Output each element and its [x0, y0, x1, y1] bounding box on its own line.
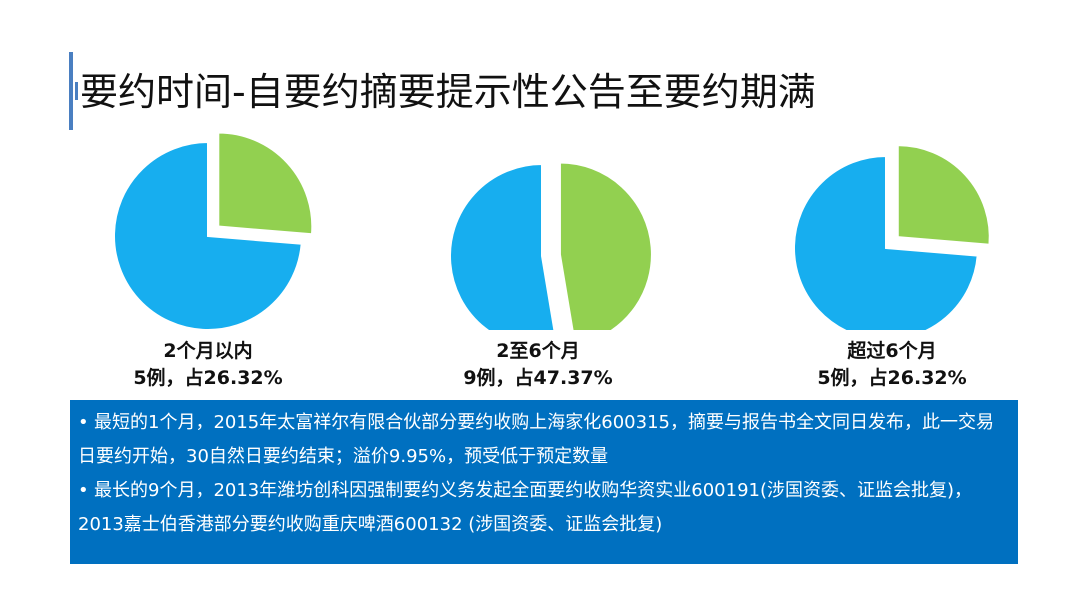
pie-slice-remainder — [449, 162, 556, 330]
pie-chart-2-months — [113, 131, 314, 330]
pie-slice-highlight — [558, 161, 653, 330]
title-accent-tick — [75, 82, 78, 100]
pie-title: 2个月以内 — [163, 340, 253, 362]
note-shortest: • 最短的1个月，2015年太富祥尔有限合伙部分要约收购上海家化600315，摘要… — [78, 406, 1010, 474]
note-text: 最长的9个月，2013年潍坊创科因强制要约义务发起全面要约收购华资实业60019… — [78, 480, 973, 535]
note-text: 最短的1个月，2015年太富祥尔有限合伙部分要约收购上海家化600315，摘要与… — [78, 412, 994, 467]
pie-title: 2至6个月 — [496, 340, 580, 362]
pie-chart-2-to-6-months — [449, 161, 653, 330]
pie-label-2-to-6-months: 2至6个月 9例，占47.37% — [408, 338, 668, 392]
pie-slice-highlight — [896, 144, 991, 246]
notes-box: • 最短的1个月，2015年太富祥尔有限合伙部分要约收购上海家化600315，摘要… — [70, 400, 1018, 564]
bullet-icon: • — [78, 480, 89, 501]
pie-caption: 9例，占47.37% — [463, 367, 613, 389]
title-accent-bar — [69, 52, 73, 130]
pie-caption: 5例，占26.32% — [133, 367, 283, 389]
note-longest: • 最长的9个月，2013年潍坊创科因强制要约义务发起全面要约收购华资实业6001… — [78, 474, 1010, 542]
pie-label-2-months: 2个月以内 5例，占26.32% — [78, 338, 338, 392]
pie-chart-over-6-months — [793, 144, 991, 330]
pie-slice-highlight — [217, 131, 314, 236]
page-title: 要约时间-自要约摘要提示性公告至要约期满 — [80, 70, 816, 114]
pie-caption: 5例，占26.32% — [817, 367, 967, 389]
bullet-icon: • — [78, 412, 89, 433]
pie-label-over-6-months: 超过6个月 5例，占26.32% — [762, 338, 1022, 392]
pie-title: 超过6个月 — [847, 340, 937, 362]
pie-slice-remainder — [793, 154, 979, 330]
pie-slice-remainder — [113, 140, 303, 330]
